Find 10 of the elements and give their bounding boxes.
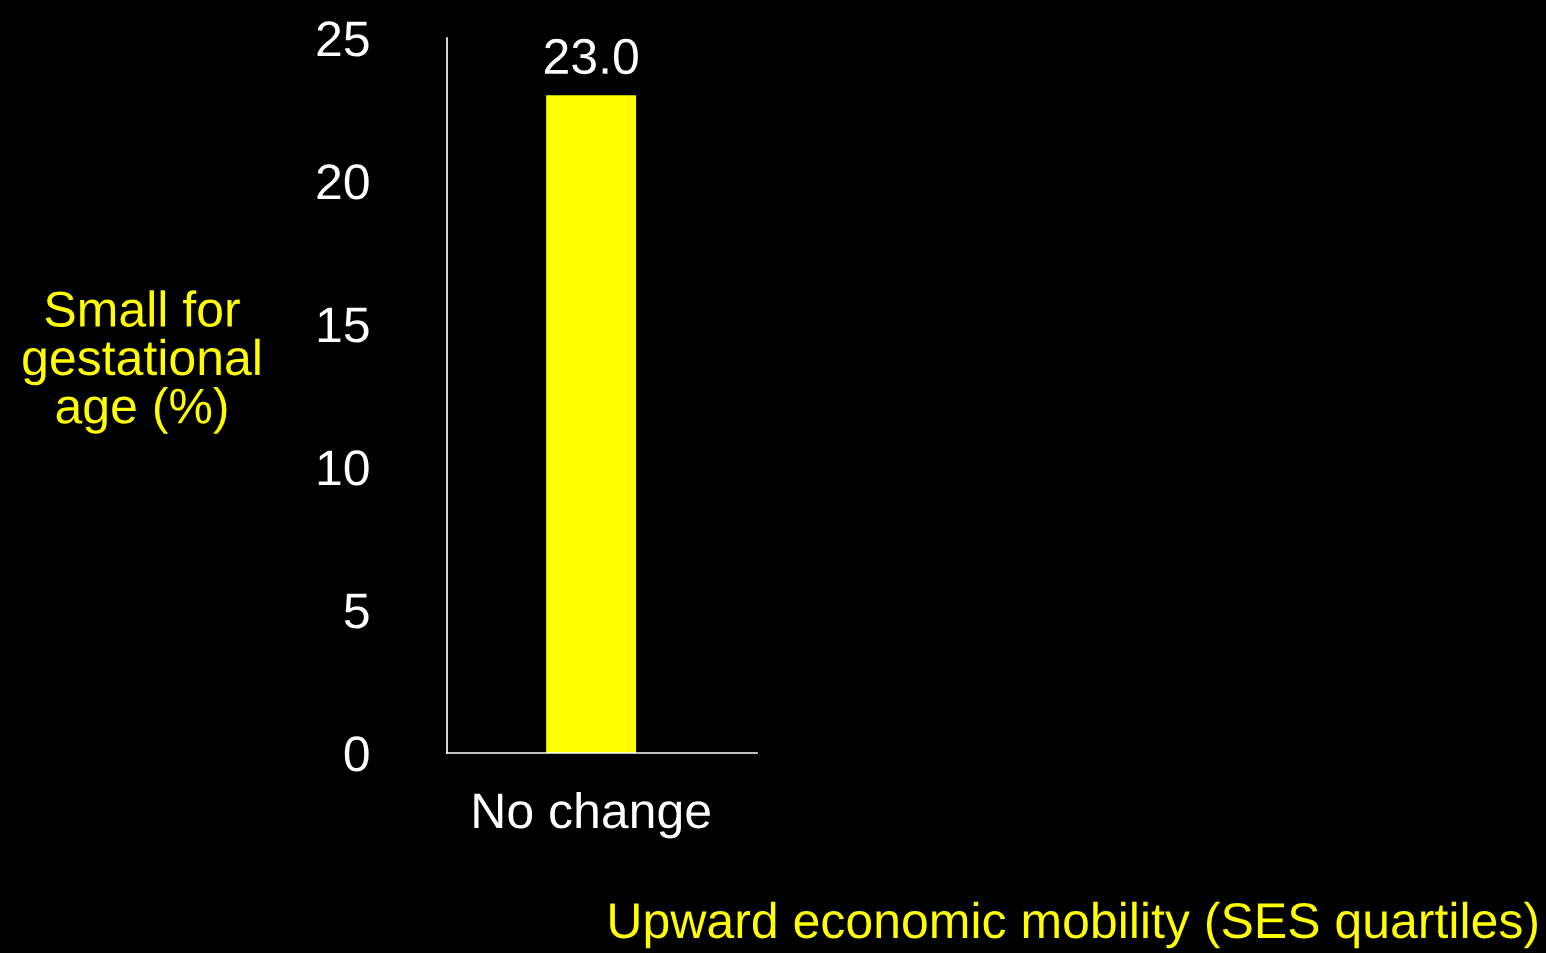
- y-tick-label: 15: [318, 307, 369, 343]
- x-tick-label: No change: [474, 791, 710, 839]
- y-tick-label: 0: [344, 736, 369, 772]
- y-axis-title: Small for gestational age (%): [23, 290, 260, 434]
- y-tick-label: 5: [344, 593, 369, 629]
- data-label: 23.0: [545, 38, 638, 75]
- x-axis-title: Upward economic mobility (SES quartiles): [610, 901, 1537, 949]
- y-tick-label: 25: [317, 21, 369, 57]
- y-tick-label: 20: [317, 164, 369, 200]
- y-tick-label: 10: [318, 450, 369, 486]
